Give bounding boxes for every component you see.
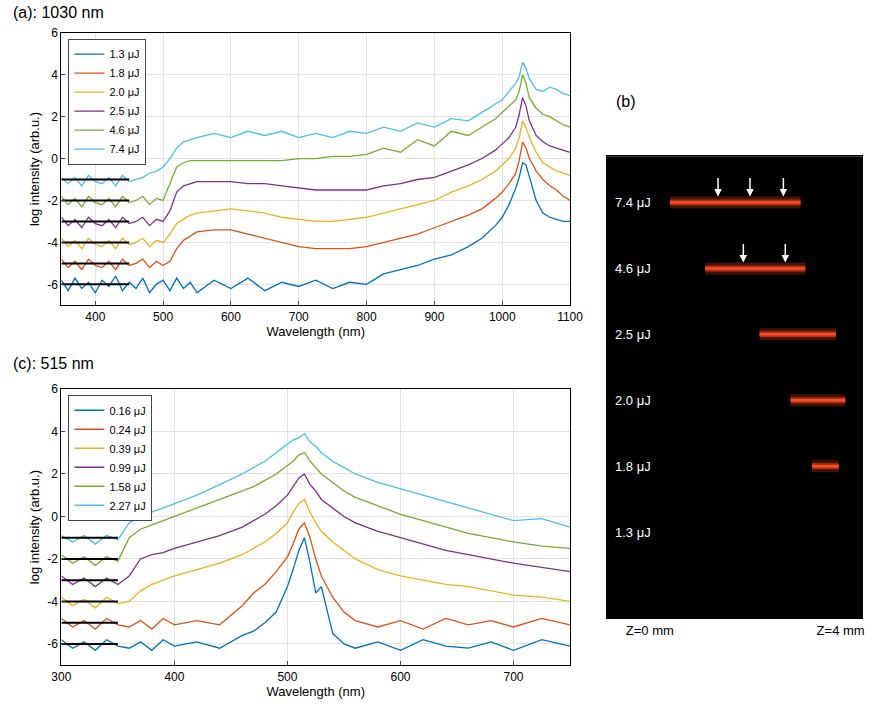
svg-text:Wavelength (nm): Wavelength (nm)	[266, 684, 365, 699]
svg-text:(c): 515 nm: (c): 515 nm	[13, 355, 94, 372]
svg-text:500: 500	[277, 670, 297, 684]
svg-text:6: 6	[51, 26, 58, 40]
svg-text:2.0 μJ: 2.0 μJ	[109, 86, 139, 98]
svg-text:0: 0	[51, 152, 58, 166]
svg-text:2: 2	[51, 467, 58, 481]
svg-text:4.6 μJ: 4.6 μJ	[109, 124, 139, 136]
svg-text:1.58 μJ: 1.58 μJ	[109, 481, 145, 493]
svg-text:500: 500	[153, 310, 173, 324]
svg-text:2: 2	[51, 110, 58, 124]
svg-text:-2: -2	[47, 552, 58, 566]
svg-text:-4: -4	[47, 236, 58, 250]
svg-text:1.8 μJ: 1.8 μJ	[109, 67, 139, 79]
svg-text:7.4 μJ: 7.4 μJ	[109, 143, 139, 155]
svg-text:log intensity (arb.u.): log intensity (arb.u.)	[27, 470, 42, 584]
svg-text:900: 900	[424, 310, 444, 324]
svg-text:-4: -4	[47, 595, 58, 609]
svg-text:-6: -6	[47, 637, 58, 651]
svg-text:(b): (b)	[616, 93, 636, 110]
svg-text:0.16 μJ: 0.16 μJ	[109, 405, 145, 417]
svg-text:700: 700	[504, 670, 524, 684]
svg-text:1.3 μJ: 1.3 μJ	[109, 48, 139, 60]
svg-text:(a): 1030 nm: (a): 1030 nm	[13, 4, 104, 21]
svg-text:log intensity (arb.u.): log intensity (arb.u.)	[27, 112, 42, 226]
svg-text:300: 300	[51, 670, 71, 684]
svg-text:0: 0	[51, 510, 58, 524]
svg-text:2.5 μJ: 2.5 μJ	[615, 327, 651, 342]
svg-text:1.3 μJ: 1.3 μJ	[615, 525, 651, 540]
svg-text:Z=4 mm: Z=4 mm	[817, 623, 865, 638]
svg-text:-6: -6	[47, 278, 58, 292]
svg-text:Wavelength (nm): Wavelength (nm)	[266, 324, 365, 339]
svg-text:0.24 μJ: 0.24 μJ	[109, 424, 145, 436]
svg-text:0.99 μJ: 0.99 μJ	[109, 462, 145, 474]
svg-text:1.8 μJ: 1.8 μJ	[615, 459, 651, 474]
svg-text:2.0 μJ: 2.0 μJ	[615, 393, 651, 408]
svg-text:2.5 μJ: 2.5 μJ	[109, 105, 139, 117]
svg-text:4: 4	[51, 425, 58, 439]
svg-text:6: 6	[51, 382, 58, 396]
svg-text:0.39 μJ: 0.39 μJ	[109, 443, 145, 455]
svg-text:-2: -2	[47, 194, 58, 208]
svg-text:2.27 μJ: 2.27 μJ	[109, 500, 145, 512]
svg-text:700: 700	[289, 310, 309, 324]
svg-text:1000: 1000	[489, 310, 516, 324]
svg-text:800: 800	[357, 310, 377, 324]
svg-text:4: 4	[51, 68, 58, 82]
svg-text:4.6 μJ: 4.6 μJ	[615, 261, 651, 276]
svg-text:Z=0 mm: Z=0 mm	[626, 623, 674, 638]
svg-text:1100: 1100	[557, 310, 583, 324]
svg-text:7.4 μJ: 7.4 μJ	[615, 195, 651, 210]
svg-text:400: 400	[85, 310, 105, 324]
svg-text:600: 600	[221, 310, 241, 324]
svg-text:600: 600	[390, 670, 410, 684]
svg-text:400: 400	[164, 670, 184, 684]
